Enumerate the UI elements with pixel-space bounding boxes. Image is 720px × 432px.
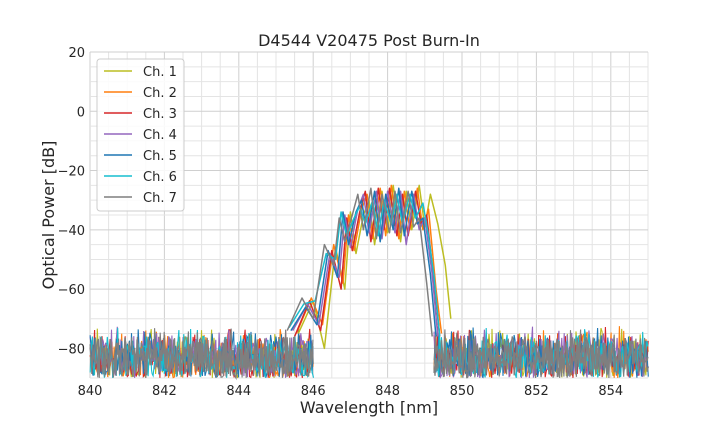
series-line-ch-7 [286,187,433,337]
y-tick-label: −60 [58,283,85,298]
series-line-ch-3 [293,187,441,337]
chart-title: D4544 V20475 Post Burn-In [258,31,480,50]
y-tick-label: −80 [58,342,85,357]
x-tick-label: 852 [524,384,549,399]
y-tick-label: 20 [68,46,85,61]
legend-label-ch-3: Ch. 3 [143,107,177,122]
legend: Ch. 1 Ch. 2 Ch. 3 Ch. 4 Ch. 5 Ch. 6 Ch. 7 [96,58,185,212]
x-axis-label: Wavelength [nm] [300,398,438,417]
legend-label-ch-5: Ch. 5 [143,149,177,164]
x-tick-label: 850 [450,384,475,399]
x-tick-label: 844 [226,384,251,399]
noise-trace [89,327,315,379]
y-tick-label: 0 [77,105,85,120]
series-lines [286,184,452,350]
noise-trace-gray [89,335,314,381]
legend-label-ch-1: Ch. 1 [143,65,177,80]
noise-floor [89,326,649,381]
x-tick-label: 854 [598,384,623,399]
legend-label-ch-2: Ch. 2 [143,86,177,101]
x-tick-label: 840 [78,384,103,399]
x-tick-label: 848 [375,384,400,399]
series-line-ch-2 [295,184,443,334]
x-tick-label: 842 [152,384,177,399]
y-tick-label: −40 [58,224,85,239]
legend-label-ch-7: Ch. 7 [143,191,177,206]
tick-labels: 840 842 844 846 848 850 852 854 20 0 −20 −40 −60 −80 [58,46,624,399]
series-line-ch-6 [288,193,441,337]
noise-trace-gray [433,336,649,379]
legend-label-ch-6: Ch. 6 [143,170,177,185]
x-tick-label: 846 [301,384,326,399]
y-axis-label: Optical Power [dB] [39,141,58,290]
series-line-ch-4 [292,190,439,337]
legend-label-ch-4: Ch. 4 [143,128,177,143]
legend-box [96,58,185,212]
y-tick-label: −20 [58,165,85,180]
